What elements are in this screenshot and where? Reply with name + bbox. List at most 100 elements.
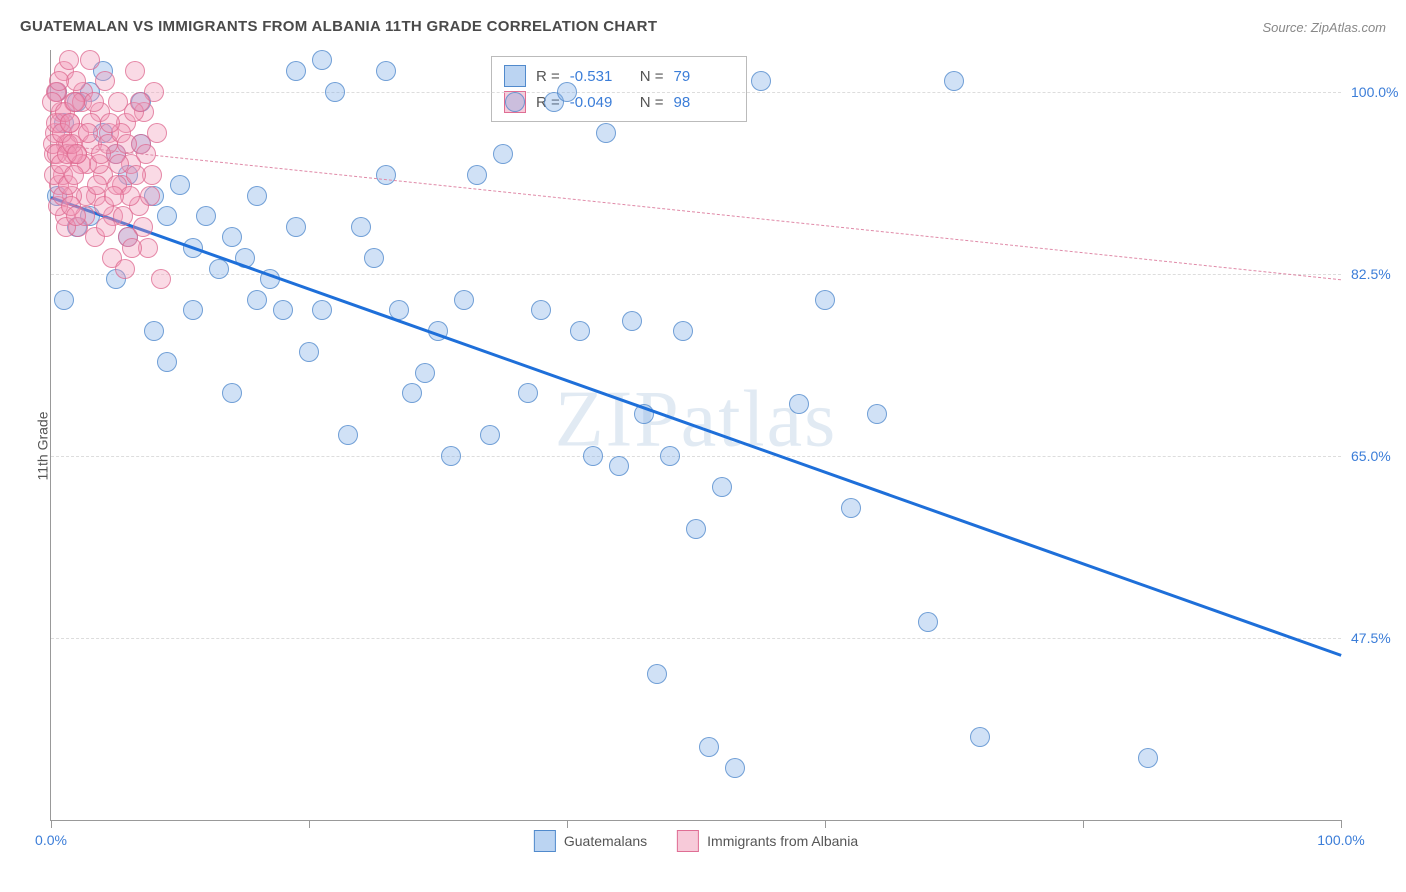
data-point — [247, 290, 267, 310]
data-point — [493, 144, 513, 164]
data-point — [325, 82, 345, 102]
n-label: N = — [640, 68, 664, 85]
data-point — [841, 498, 861, 518]
data-point — [147, 123, 167, 143]
stats-row-1: R = -0.531 N = 79 — [504, 63, 734, 89]
data-point — [84, 92, 104, 112]
data-point — [133, 217, 153, 237]
data-point — [364, 248, 384, 268]
data-point — [338, 425, 358, 445]
x-tick-label: 100.0% — [1317, 832, 1364, 848]
data-point — [157, 206, 177, 226]
data-point — [125, 61, 145, 81]
data-point — [454, 290, 474, 310]
y-tick-label: 100.0% — [1351, 84, 1406, 100]
data-point — [286, 217, 306, 237]
legend-swatch-pink-icon — [677, 830, 699, 852]
data-point — [144, 321, 164, 341]
x-tick — [51, 820, 52, 828]
data-point — [140, 186, 160, 206]
legend-item-1: Guatemalans — [534, 830, 647, 852]
legend-swatch-blue-icon — [534, 830, 556, 852]
data-point — [789, 394, 809, 414]
data-point — [583, 446, 603, 466]
trend-line — [50, 196, 1341, 657]
gridline-h — [51, 92, 1341, 93]
legend-label-2: Immigrants from Albania — [707, 833, 858, 849]
data-point — [609, 456, 629, 476]
data-point — [49, 71, 69, 91]
legend-item-2: Immigrants from Albania — [677, 830, 858, 852]
data-point — [712, 477, 732, 497]
data-point — [299, 342, 319, 362]
r-label: R = — [536, 68, 560, 85]
data-point — [115, 259, 135, 279]
data-point — [209, 259, 229, 279]
data-point — [699, 737, 719, 757]
data-point — [531, 300, 551, 320]
stats-row-2: R = -0.049 N = 98 — [504, 89, 734, 115]
n-label-2: N = — [640, 94, 664, 111]
y-tick-label: 47.5% — [1351, 630, 1406, 646]
r-value-1: -0.531 — [570, 68, 630, 85]
data-point — [815, 290, 835, 310]
source-label: Source: ZipAtlas.com — [1262, 20, 1386, 35]
data-point — [273, 300, 293, 320]
data-point — [91, 144, 111, 164]
n-value-1: 79 — [674, 68, 734, 85]
data-point — [570, 321, 590, 341]
gridline-h — [51, 638, 1341, 639]
gridline-h — [51, 456, 1341, 457]
data-point — [80, 50, 100, 70]
data-point — [54, 290, 74, 310]
data-point — [557, 82, 577, 102]
data-point — [376, 165, 396, 185]
y-tick-label: 65.0% — [1351, 448, 1406, 464]
x-tick — [309, 820, 310, 828]
data-point — [66, 206, 86, 226]
data-point — [59, 50, 79, 70]
data-point — [157, 352, 177, 372]
data-point — [126, 165, 146, 185]
data-point — [104, 186, 124, 206]
data-point — [402, 383, 422, 403]
y-tick-label: 82.5% — [1351, 266, 1406, 282]
x-tick-label: 0.0% — [35, 832, 67, 848]
gridline-h — [51, 274, 1341, 275]
data-point — [725, 758, 745, 778]
data-point — [518, 383, 538, 403]
data-point — [196, 206, 216, 226]
chart-title: GUATEMALAN VS IMMIGRANTS FROM ALBANIA 11… — [20, 18, 657, 35]
data-point — [1138, 748, 1158, 768]
data-point — [151, 269, 171, 289]
data-point — [170, 175, 190, 195]
data-point — [376, 61, 396, 81]
data-point — [673, 321, 693, 341]
data-point — [660, 446, 680, 466]
data-point — [247, 186, 267, 206]
data-point — [480, 425, 500, 445]
n-value-2: 98 — [674, 94, 734, 111]
data-point — [312, 50, 332, 70]
data-point — [944, 71, 964, 91]
legend-label-1: Guatemalans — [564, 833, 647, 849]
plot-area: ZIPatlas R = -0.531 N = 79 R = -0.049 N … — [50, 50, 1341, 821]
data-point — [647, 664, 667, 684]
data-point — [312, 300, 332, 320]
y-axis-label: 11th Grade — [35, 411, 51, 480]
data-point — [65, 92, 85, 112]
data-point — [64, 165, 84, 185]
data-point — [918, 612, 938, 632]
x-tick — [1083, 820, 1084, 828]
swatch-blue-icon — [504, 65, 526, 87]
data-point — [867, 404, 887, 424]
data-point — [113, 206, 133, 226]
bottom-legend: Guatemalans Immigrants from Albania — [534, 830, 858, 852]
data-point — [970, 727, 990, 747]
data-point — [467, 165, 487, 185]
x-tick — [567, 820, 568, 828]
stats-box: R = -0.531 N = 79 R = -0.049 N = 98 — [491, 56, 747, 122]
data-point — [622, 311, 642, 331]
data-point — [122, 238, 142, 258]
x-tick — [825, 820, 826, 828]
